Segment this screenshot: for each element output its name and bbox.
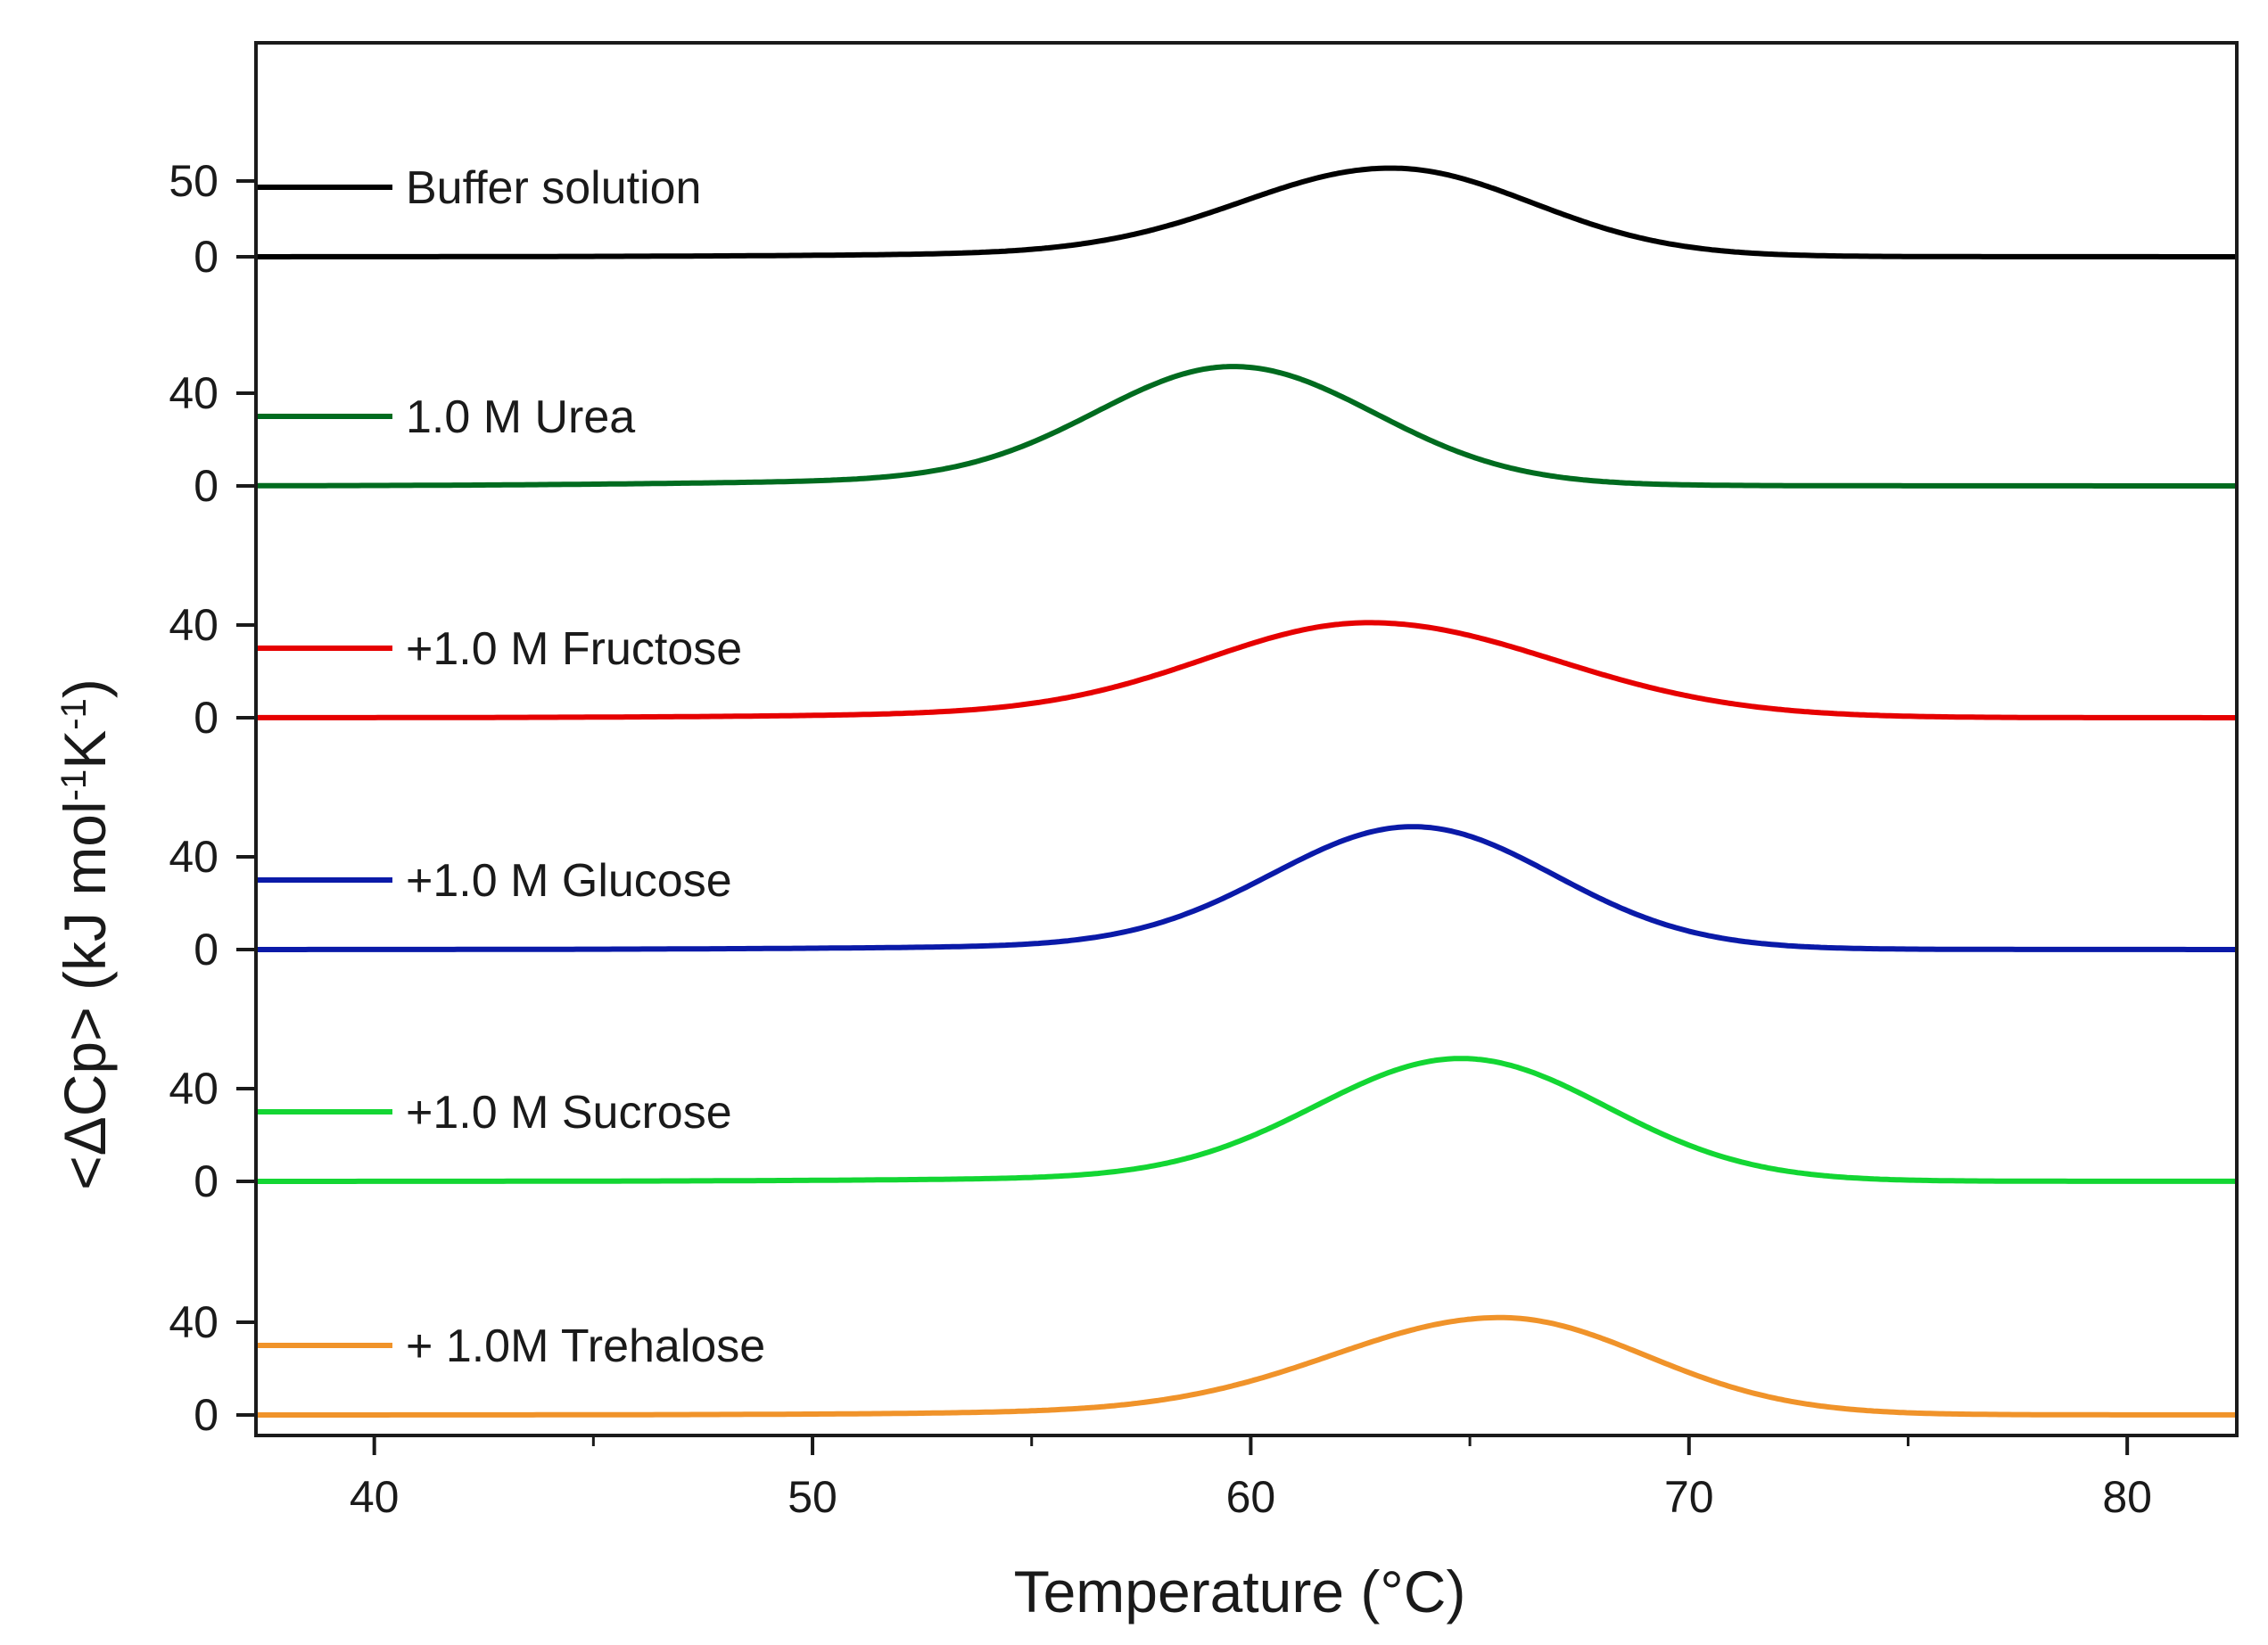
y-tick-label-1-2: 50: [169, 156, 219, 206]
x-tick-label-5: 80: [2102, 1472, 2152, 1522]
y-axis-title-unit-k: K: [52, 730, 118, 769]
y-tick-label-2-2: 40: [169, 368, 219, 418]
x-axis-title: Temperature (°C): [1014, 1559, 1466, 1624]
y-tick-label-5-1: 0: [194, 1156, 219, 1206]
y-tick-label-4-2: 40: [169, 832, 219, 882]
y-tick-label-6-1: 0: [194, 1390, 219, 1440]
series-line-4: [256, 824, 2237, 952]
plot-frame: [254, 41, 2239, 1437]
x-tick-label-1: 40: [350, 1472, 400, 1522]
x-tick-label-2: 50: [788, 1472, 837, 1522]
y-axis-title-sup2: -1: [54, 698, 94, 730]
legend-label-5: +1.0 M Sucrose: [406, 1087, 732, 1139]
series-line-6: [256, 1314, 2237, 1418]
series-line-2: [256, 364, 2237, 489]
y-tick-label-1-1: 0: [194, 232, 219, 282]
y-axis-title-main: <ΔCp> (kJ mol: [52, 801, 118, 1190]
y-tick-label-6-2: 40: [169, 1297, 219, 1347]
legend-label-6: + 1.0M Trehalose: [406, 1320, 765, 1372]
series-line-3: [256, 620, 2237, 720]
y-tick-label-3-2: 40: [169, 600, 219, 650]
legend-label-4: +1.0 M Glucose: [406, 855, 732, 907]
series-layer: Buffer solution 1.0 M Urea +1.0 M Fructose…: [256, 162, 2238, 1418]
y-axis-title: <ΔCp> (kJ mol-1K-1): [52, 679, 118, 1190]
y-tick-label-5-2: 40: [169, 1064, 219, 1114]
axis-layer: 0 50 0 40 0 40 0 40 0 40 0 40 40 50 60 70 80: [169, 41, 2239, 1522]
y-tick-label-3-1: 0: [194, 693, 219, 743]
y-tick-label-4-1: 0: [194, 925, 219, 975]
legend-label-2: 1.0 M Urea: [406, 391, 635, 443]
legend-label-3: +1.0 M Fructose: [406, 623, 742, 675]
x-tick-label-3: 60: [1226, 1472, 1276, 1522]
y-axis-title-close: ): [52, 679, 118, 698]
series-line-1: [256, 165, 2237, 259]
y-tick-label-2-1: 0: [194, 461, 219, 511]
y-axis-title-sup1: -1: [54, 769, 94, 802]
legend-label-1: Buffer solution: [406, 162, 701, 214]
series-line-5: [256, 1056, 2238, 1184]
x-tick-label-4: 70: [1664, 1472, 1714, 1522]
